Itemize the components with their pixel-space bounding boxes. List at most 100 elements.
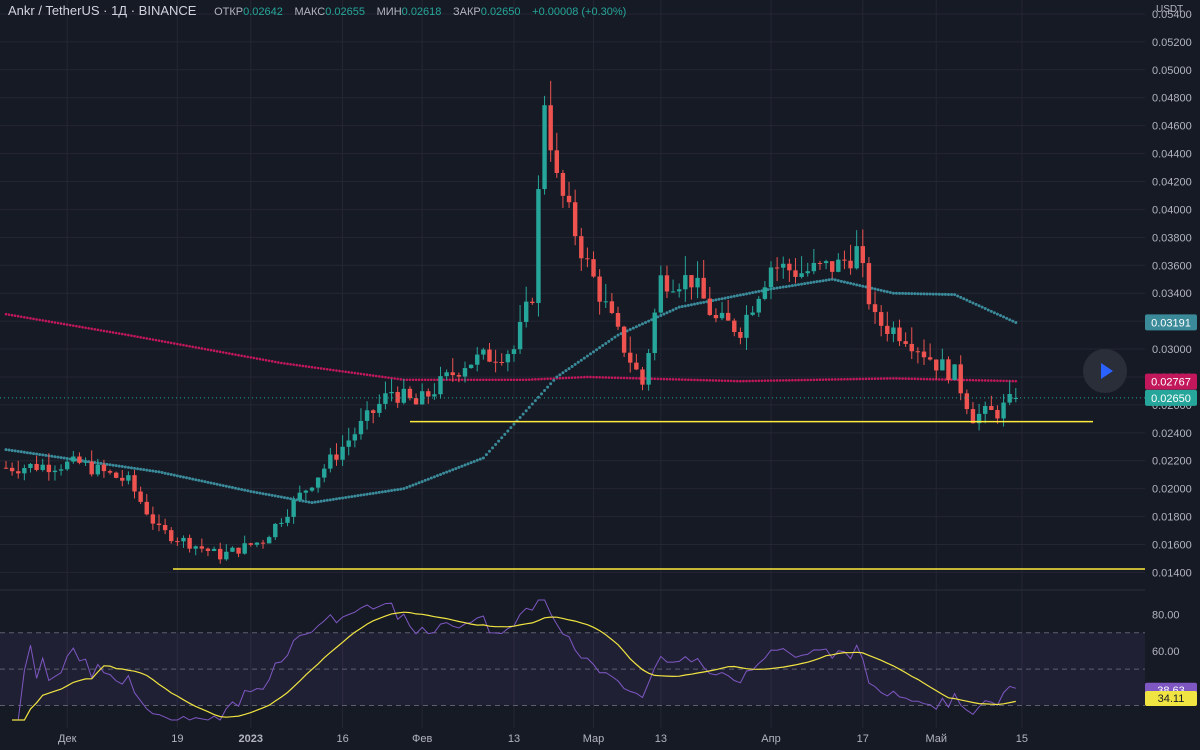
ma-dot [1014,321,1018,325]
ma-dot [640,322,644,326]
ma-dot [402,487,406,491]
rsi-value-tag [1145,690,1197,706]
ma-dot [962,297,966,301]
candle-body [591,259,596,277]
ma-dot [240,488,244,492]
ma-dot [408,484,412,488]
candle-body [401,388,406,403]
ma-dot [922,292,926,296]
candle-body [530,301,535,304]
candle-body [162,524,168,531]
candle-body [193,546,198,549]
candle-body [517,321,523,350]
ma-dot [665,311,669,315]
candle-body [774,267,780,269]
ma-dot [946,292,950,296]
x-tick-label: Май [925,733,947,745]
price-tag-label: 0.03191 [1151,317,1191,329]
time-axis[interactable]: Дек 19 2023 16 Фев 13 Мар 13 Апр 17 Май 15 [58,733,1028,745]
ma-dot [494,442,498,446]
replay-play-button[interactable] [1083,349,1127,393]
ma-dot [127,333,130,337]
ma-dot [503,432,507,436]
ma-dot [108,463,112,467]
ma-dot [151,338,155,341]
ma-dot [726,379,730,383]
ma-dot [362,373,366,376]
ma-dot [353,494,357,498]
ma-dot [475,458,479,462]
ma-dot [812,378,816,382]
candle-body [279,522,284,524]
y-tick-label: 0.03800 [1152,232,1192,244]
ma-dot [772,287,776,291]
ma-dot [62,456,66,460]
candle-body [878,312,884,326]
ma-dot [582,356,586,360]
ma-dot [307,500,311,504]
candle-body [1007,394,1012,403]
price-tag [1145,373,1197,390]
ma-dot [895,377,898,380]
x-tick-label: 19 [171,733,183,745]
ma-dot [145,468,149,472]
price-axis[interactable]: 0.05400 0.05200 0.05000 0.04800 0.04600 0.044… [1145,0,1200,750]
ma-dot [815,378,819,382]
candle-body [934,359,939,371]
candle-body [677,289,682,292]
candle-body [603,301,608,303]
ma-dot [75,324,78,328]
ma-dot [359,493,363,497]
ma-dot [512,422,516,426]
horizontal-levels[interactable] [0,397,1145,570]
ma-dot [867,377,871,381]
y-tick-label: 0.04000 [1152,204,1192,216]
ma-dot [182,343,185,347]
ma-dot [907,377,910,381]
ma-dot [35,318,38,321]
ma-dot [383,489,387,493]
candle-body [358,420,364,435]
candle-body [836,259,841,272]
ma-dot [910,377,914,381]
ma-dot [843,377,846,381]
ma-dot [806,281,810,285]
candle-body [995,409,1000,419]
ma-dot [282,496,286,500]
candle-body [450,372,455,376]
candle-body [1001,402,1006,419]
ma-dot [304,365,308,368]
candle-body [322,468,327,478]
ma-dot [448,469,452,473]
ma-dot [148,337,152,341]
ma-dot [876,377,880,380]
ma-dot [977,304,981,308]
candle-body [58,469,64,471]
candle-body [52,470,58,473]
y-tick-label: 0.01600 [1152,540,1192,552]
ma-dot [644,321,648,325]
ma-dot [506,378,510,382]
ma-dot [604,341,608,345]
ma-dot [858,377,862,381]
ma-dot [237,487,241,491]
ma-dot [980,379,984,382]
ma-dot [479,378,482,382]
ma-dot [570,376,574,379]
ma-dot [840,378,843,381]
ma-dot [928,377,932,381]
symbol-title[interactable]: Ankr / TetherUS · 1Д · BINANCE [8,3,197,18]
ma-dot [671,378,675,381]
ma-dot [13,314,17,318]
ma-dot [852,282,856,286]
ma-dot [279,495,283,499]
ma-dot [295,363,299,367]
ma-dot [423,478,427,482]
ma-dot [889,377,892,380]
ma-dot [316,366,320,370]
ma-dot [809,378,813,382]
ma-dot [736,379,739,383]
ma-dot [331,497,335,501]
candle-body [964,393,970,410]
